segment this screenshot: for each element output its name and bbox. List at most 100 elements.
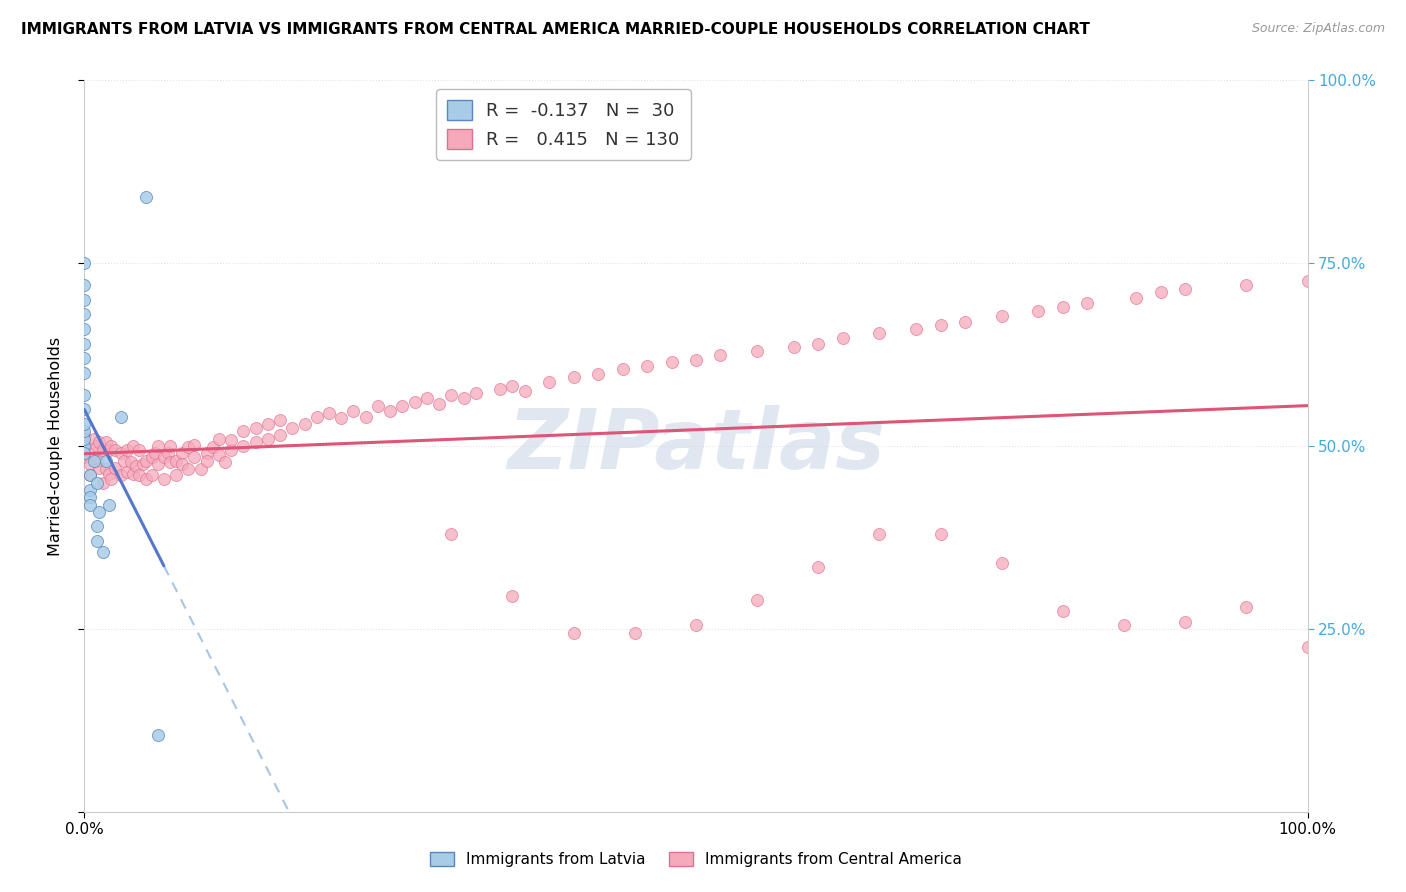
Point [100, 439, 122, 453]
Point [73, 307, 96, 321]
Point [1114, 618, 1136, 632]
Point [177, 462, 200, 476]
Y-axis label: Married-couple Households: Married-couple Households [48, 336, 63, 556]
Point [104, 442, 127, 457]
Point [513, 384, 536, 399]
Point [245, 435, 267, 450]
Point [245, 421, 267, 435]
Point [172, 458, 194, 472]
Point [1076, 296, 1098, 310]
Point [120, 455, 142, 469]
Point [79, 483, 101, 497]
Point [991, 556, 1014, 570]
Point [929, 526, 952, 541]
Point [342, 404, 364, 418]
Point [214, 455, 236, 469]
Point [208, 432, 231, 446]
Point [1296, 640, 1319, 655]
Point [141, 468, 163, 483]
Point [146, 439, 169, 453]
Point [172, 446, 194, 460]
Point [87, 461, 110, 475]
Point [143, 446, 166, 460]
Point [190, 462, 212, 476]
Point [156, 446, 179, 460]
Point [929, 318, 952, 333]
Point [183, 437, 205, 451]
Point [146, 458, 169, 472]
Point [96, 462, 118, 476]
Point [135, 190, 157, 204]
Point [86, 439, 108, 453]
Point [135, 472, 157, 486]
Point [79, 468, 101, 483]
Point [1296, 275, 1319, 289]
Point [73, 428, 96, 442]
Point [91, 442, 114, 457]
Point [96, 453, 118, 467]
Text: Source: ZipAtlas.com: Source: ZipAtlas.com [1251, 22, 1385, 36]
Point [747, 592, 769, 607]
Point [953, 315, 976, 329]
Point [86, 475, 108, 490]
Point [1236, 278, 1258, 293]
Point [100, 472, 122, 486]
Point [86, 519, 108, 533]
Point [83, 446, 105, 460]
Point [91, 545, 114, 559]
Point [427, 396, 450, 410]
Point [783, 340, 806, 354]
Point [73, 351, 96, 366]
Point [991, 309, 1014, 323]
Point [110, 468, 132, 483]
Point [112, 453, 135, 467]
Point [83, 432, 105, 446]
Point [257, 432, 280, 446]
Point [110, 409, 132, 424]
Point [73, 388, 96, 402]
Point [73, 425, 96, 439]
Point [502, 589, 524, 603]
Point [219, 433, 242, 447]
Point [73, 336, 96, 351]
Point [464, 386, 486, 401]
Point [538, 375, 561, 389]
Point [73, 435, 96, 450]
Point [73, 256, 96, 270]
Point [1028, 303, 1050, 318]
Point [1052, 603, 1074, 617]
Point [354, 409, 377, 424]
Point [661, 355, 683, 369]
Point [79, 498, 101, 512]
Point [86, 453, 108, 467]
Point [502, 379, 524, 393]
Point [257, 417, 280, 431]
Point [73, 439, 96, 453]
Point [1174, 615, 1197, 629]
Point [97, 498, 120, 512]
Point [232, 425, 254, 439]
Point [391, 399, 413, 413]
Point [367, 399, 389, 413]
Point [747, 343, 769, 358]
Point [612, 362, 634, 376]
Point [232, 439, 254, 453]
Point [79, 458, 101, 472]
Point [153, 450, 176, 464]
Point [141, 450, 163, 464]
Point [208, 448, 231, 462]
Point [115, 442, 138, 457]
Point [97, 442, 120, 457]
Point [165, 453, 187, 467]
Point [104, 461, 127, 475]
Point [73, 293, 96, 307]
Point [73, 432, 96, 446]
Point [330, 411, 353, 425]
Point [305, 409, 328, 424]
Point [318, 406, 340, 420]
Point [73, 450, 96, 464]
Point [128, 442, 150, 457]
Point [146, 728, 169, 742]
Point [636, 359, 658, 373]
Point [1174, 282, 1197, 296]
